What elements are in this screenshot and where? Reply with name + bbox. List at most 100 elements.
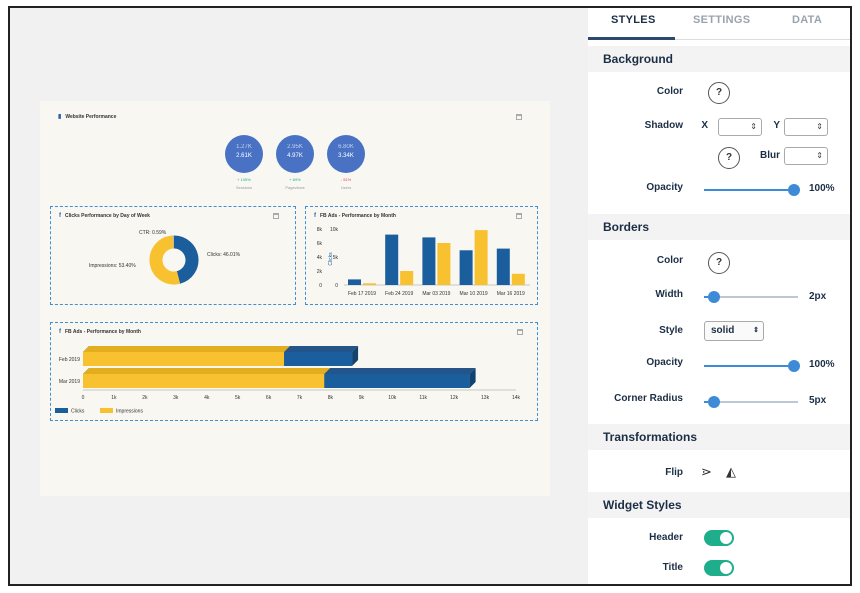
border-color-label: Color xyxy=(656,255,683,266)
toggle-knob xyxy=(720,532,732,544)
legend-label-clicks: Clicks xyxy=(71,409,85,415)
x-tick-label: 9k xyxy=(359,395,365,401)
x-tick-label: 12k xyxy=(450,395,459,401)
donut-label-clicks: Clicks: 46.01% xyxy=(207,252,241,258)
donut-label-ctr: CTR: 0.59% xyxy=(139,230,167,236)
tab-styles[interactable]: STYLES xyxy=(611,14,656,26)
slider-knob[interactable] xyxy=(788,184,800,196)
bar-impressions[interactable] xyxy=(83,352,285,366)
calendar-icon[interactable] xyxy=(516,213,522,219)
x-tick-label: 8k xyxy=(328,395,334,401)
kpi-change: + 69% xyxy=(289,177,301,182)
x-tick-label: 3k xyxy=(173,395,179,401)
header-label: Header xyxy=(649,532,683,543)
legend-swatch-clicks xyxy=(55,408,68,413)
bar-impressions-top xyxy=(83,346,291,352)
y-tick-label: Mar 2019 xyxy=(59,379,80,385)
y-axis-label: Clicks xyxy=(328,252,334,266)
y-tick-label-left: 6k xyxy=(317,241,323,247)
flip-horizontal-icon[interactable]: ⋗ xyxy=(701,464,712,479)
x-tick-label: 13k xyxy=(481,395,490,401)
toggle-knob xyxy=(720,562,732,574)
y-tick-label: 0 xyxy=(335,283,338,289)
bar-impressions[interactable] xyxy=(400,271,414,285)
bg-color-picker[interactable]: ? xyxy=(708,82,730,104)
dashboard: ▮ Website Performance 1.27K 2.61K 2.95K … xyxy=(40,101,550,496)
x-tick-label: Mar 16 2019 xyxy=(497,291,525,297)
stepper-icon: ⇕ xyxy=(816,122,823,131)
kpi-label: Sessions xyxy=(235,185,253,190)
hbar-widget[interactable]: f FB Ads - Performance by Month Feb 2019… xyxy=(50,322,538,421)
bar-clicks[interactable] xyxy=(348,279,361,285)
blur-select[interactable]: ⇕ xyxy=(784,147,828,165)
bar-clicks[interactable] xyxy=(385,234,399,285)
horizontal-bar-chart: Feb 2019 Mar 2019 0 1k 2k 3k 4k 5k 6k 7k 8k 9k 10k 11… xyxy=(55,346,521,415)
bar-clicks-side xyxy=(469,368,476,388)
donut-slice-impressions[interactable] xyxy=(149,235,181,285)
flip-vertical-icon[interactable]: ◭ xyxy=(726,464,736,479)
calendar-icon[interactable] xyxy=(273,213,279,219)
border-style-label: Style xyxy=(659,325,683,336)
section-widget-styles: Widget Styles xyxy=(588,492,850,518)
styles-panel: STYLES SETTINGS DATA Background Color ? … xyxy=(588,8,850,584)
bar-clicks[interactable] xyxy=(422,237,436,285)
y-tick-label-left: 8k xyxy=(317,227,323,233)
header-toggle[interactable] xyxy=(704,530,734,546)
bar-widget[interactable]: f FB Ads - Performance by Month 0 5k 10k 0 2… xyxy=(305,206,538,305)
calendar-icon[interactable] xyxy=(516,114,522,120)
x-tick-label: 10k xyxy=(388,395,397,401)
border-style-select[interactable]: solid ⇕ xyxy=(704,321,764,341)
y-tick-label-left: 2k xyxy=(317,269,323,275)
donut-slice-clicks[interactable] xyxy=(173,235,199,284)
kpi-users[interactable]: 6.80K 3.34K xyxy=(327,135,365,173)
tab-settings[interactable]: SETTINGS xyxy=(693,14,751,26)
corner-radius-slider[interactable] xyxy=(704,396,798,408)
border-opacity-label: Opacity xyxy=(646,357,683,368)
stepper-icon: ⇕ xyxy=(750,122,757,131)
bar-impressions[interactable] xyxy=(437,243,451,285)
vertical-bar-chart: 0 5k 10k 0 2k 4k 6k 8k Clicks Feb 17 2019 Feb 24 2… xyxy=(317,227,530,297)
kpi-change: - 51% xyxy=(340,177,352,182)
donut-chart xyxy=(149,235,199,285)
shadow-x-select[interactable]: ⇕ xyxy=(718,118,762,136)
dashboard-title: ▮ Website Performance xyxy=(58,113,117,121)
slider-knob[interactable] xyxy=(708,396,720,408)
kpi-label: Pageviews xyxy=(285,185,305,190)
chart-icon: f xyxy=(59,213,61,219)
slider-fill xyxy=(704,365,794,367)
bar-clicks[interactable] xyxy=(459,250,473,285)
slider-knob[interactable] xyxy=(788,360,800,372)
bar-impressions[interactable] xyxy=(83,374,325,388)
calendar-icon[interactable] xyxy=(517,329,523,335)
tab-data[interactable]: DATA xyxy=(792,14,823,26)
border-width-slider[interactable] xyxy=(704,291,798,303)
donut-widget[interactable]: f Clicks Performance by Day of Week CTR:… xyxy=(50,206,296,305)
legend-label-impressions: Impressions xyxy=(116,409,143,415)
widget-title: f Clicks Performance by Day of Week xyxy=(59,213,150,219)
bar-impressions[interactable] xyxy=(363,283,376,285)
slider-knob[interactable] xyxy=(708,291,720,303)
bg-opacity-slider[interactable] xyxy=(704,184,800,196)
kpi-pageviews[interactable]: 2.95K 4.97K xyxy=(276,135,314,173)
shadow-y-label: Y xyxy=(773,120,780,131)
x-tick-label: 1k xyxy=(111,395,117,401)
bar-impressions[interactable] xyxy=(474,230,488,285)
bar-impressions[interactable] xyxy=(511,273,525,285)
bar-clicks[interactable] xyxy=(496,248,510,285)
corner-radius-value: 5px xyxy=(809,395,827,406)
widget-title: f FB Ads - Performance by Month xyxy=(59,329,141,335)
border-width-label: Width xyxy=(655,289,683,300)
kpi-sessions[interactable]: 1.27K 2.61K xyxy=(225,135,263,173)
panel-tabs: STYLES SETTINGS DATA xyxy=(588,8,850,40)
y-tick-label: 10k xyxy=(330,227,339,233)
y-tick-label: Feb 2019 xyxy=(59,357,80,363)
shadow-color-picker[interactable]: ? xyxy=(718,147,740,169)
title-toggle[interactable] xyxy=(704,560,734,576)
shadow-y-select[interactable]: ⇕ xyxy=(784,118,828,136)
border-opacity-slider[interactable] xyxy=(704,360,800,372)
section-background: Background xyxy=(588,46,850,72)
title-label: Title xyxy=(662,562,683,573)
border-color-picker[interactable]: ? xyxy=(708,252,730,274)
y-tick-label: 5k xyxy=(333,255,339,261)
shadow-label: Shadow xyxy=(644,120,683,131)
